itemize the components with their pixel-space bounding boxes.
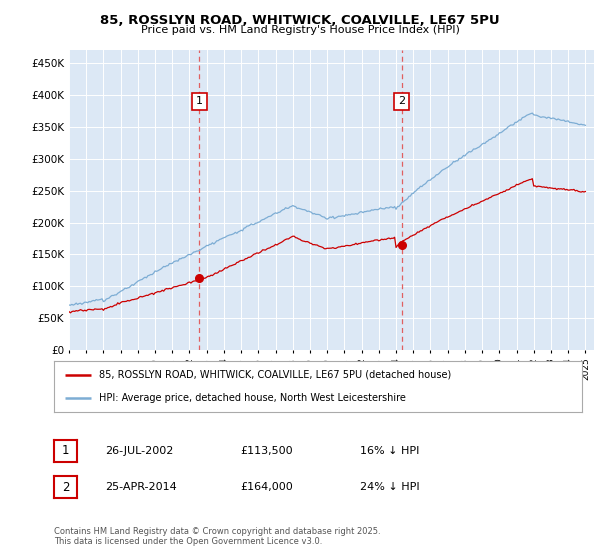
- Text: 2: 2: [62, 480, 69, 494]
- Text: 85, ROSSLYN ROAD, WHITWICK, COALVILLE, LE67 5PU: 85, ROSSLYN ROAD, WHITWICK, COALVILLE, L…: [100, 14, 500, 27]
- Text: 1: 1: [62, 444, 69, 458]
- Text: HPI: Average price, detached house, North West Leicestershire: HPI: Average price, detached house, Nort…: [99, 393, 406, 403]
- Text: 2: 2: [398, 96, 405, 106]
- Text: 16% ↓ HPI: 16% ↓ HPI: [360, 446, 419, 456]
- Text: 24% ↓ HPI: 24% ↓ HPI: [360, 482, 419, 492]
- Text: £113,500: £113,500: [240, 446, 293, 456]
- Text: 85, ROSSLYN ROAD, WHITWICK, COALVILLE, LE67 5PU (detached house): 85, ROSSLYN ROAD, WHITWICK, COALVILLE, L…: [99, 370, 451, 380]
- Text: 25-APR-2014: 25-APR-2014: [105, 482, 177, 492]
- Text: 1: 1: [196, 96, 203, 106]
- Text: Price paid vs. HM Land Registry's House Price Index (HPI): Price paid vs. HM Land Registry's House …: [140, 25, 460, 35]
- Text: £164,000: £164,000: [240, 482, 293, 492]
- Text: Contains HM Land Registry data © Crown copyright and database right 2025.
This d: Contains HM Land Registry data © Crown c…: [54, 526, 380, 546]
- Text: 26-JUL-2002: 26-JUL-2002: [105, 446, 173, 456]
